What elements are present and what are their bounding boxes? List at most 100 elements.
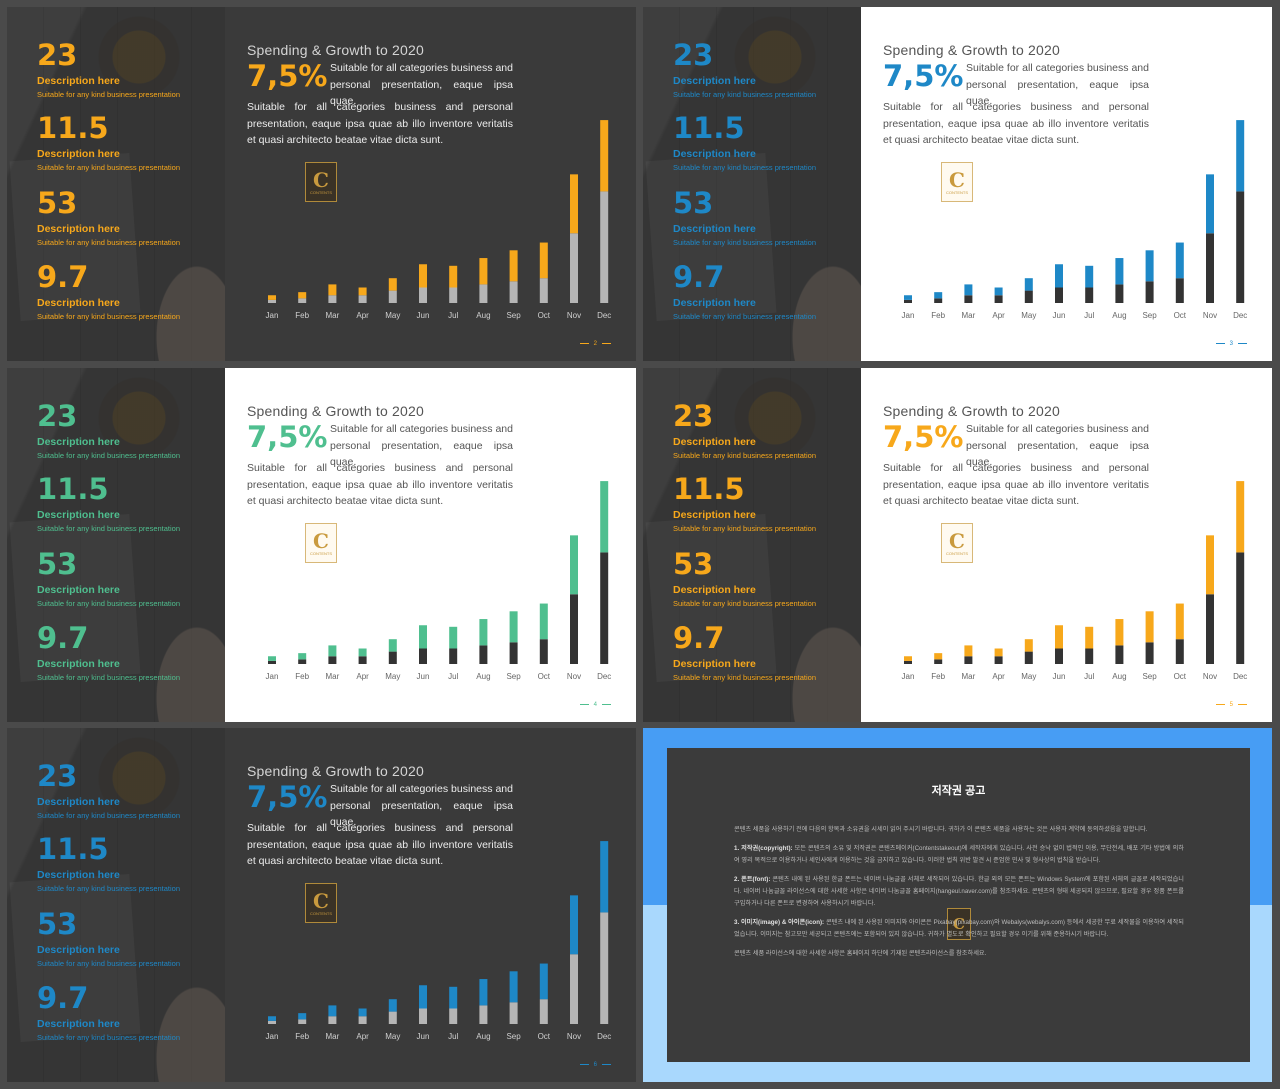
bar-base-nov (570, 233, 578, 303)
x-tick-label: Oct (1174, 311, 1187, 320)
bar-chart: Jan Feb Mar Apr May Jun Jul Aug Sep Oct Nov Dec (266, 841, 611, 1041)
stat-block: 11.5 Description here Suitable for any kin… (37, 833, 180, 894)
bar-growth-sep (509, 971, 518, 1003)
stat-description: Description here (673, 223, 756, 235)
bar-growth-jan (904, 656, 912, 661)
stat-number: 23 (37, 38, 78, 72)
x-tick-label: Jan (266, 311, 279, 320)
x-tick-label: Aug (1112, 311, 1126, 320)
x-tick-label: Dec (1233, 672, 1247, 681)
content-panel: Spending & Growth to 2020 7,5% Suitable fo… (861, 7, 1272, 361)
bar-growth-mar (964, 645, 973, 657)
bar-base-oct (539, 278, 548, 303)
page-dash-left (579, 1063, 589, 1065)
bar-growth-aug (1115, 619, 1124, 646)
notice-copyright-text: 모든 콘텐츠의 소유 및 저작권은 콘텐츠메이커(Contentstakeout… (734, 845, 1184, 864)
x-tick-label: Aug (476, 311, 490, 320)
x-tick-label: Aug (1112, 672, 1126, 681)
stat-block: 9.7 Description here Suitable for any kind… (37, 982, 180, 1043)
bar-base-mar (964, 656, 973, 664)
bar-growth-jun (1055, 264, 1063, 288)
bar-base-dec (600, 552, 609, 664)
stat-description: Description here (673, 75, 756, 87)
stat-number: 11.5 (673, 111, 745, 145)
bar-base-oct (1175, 639, 1184, 664)
x-tick-label: Mar (326, 672, 340, 681)
bar-base-aug (479, 1005, 488, 1024)
stat-subtext: Suitable for any kind business presentat… (37, 238, 181, 247)
stat-subtext: Suitable for any kind business presentat… (37, 524, 181, 533)
stat-description: Description here (37, 1018, 120, 1030)
bar-growth-jul (1085, 265, 1094, 288)
photo-panel: 23 Description here Suitable for any kind … (643, 7, 861, 361)
stat-block: 53 Description here Suitable for any kind … (673, 187, 816, 248)
bar-growth-jul (449, 626, 458, 649)
slide-3[interactable]: 23 Description here Suitable for any kind … (643, 7, 1272, 361)
x-tick-label: Nov (1203, 672, 1217, 681)
bar-base-jun (419, 648, 427, 664)
x-tick-label: Jul (1084, 672, 1094, 681)
bar-base-jan (904, 299, 912, 303)
slide-2[interactable]: 23 Description here Suitable for any kind … (7, 7, 636, 361)
photo-panel: 23 Description here Suitable for any kind … (643, 368, 861, 722)
bar-growth-jan (904, 295, 912, 300)
bar-base-aug (1115, 645, 1124, 664)
bar-growth-nov (1206, 174, 1214, 234)
stat-subtext: Suitable for any kind business presentat… (673, 312, 817, 321)
contents-logo: C CONTENTS (305, 162, 337, 202)
stat-number: 11.5 (37, 472, 109, 506)
stat-description: Description here (673, 584, 756, 596)
page-dash-left (579, 342, 589, 344)
page-dash-right (1238, 703, 1247, 705)
bar-base-nov (570, 594, 578, 664)
bar-base-oct (539, 999, 548, 1024)
stat-number: 23 (37, 399, 78, 433)
stat-block: 9.7 Description here Suitable for any kind… (37, 622, 180, 683)
x-tick-label: Dec (1233, 311, 1247, 320)
slide-4[interactable]: 23 Description here Suitable for any kind … (7, 368, 636, 722)
bar-growth-may (388, 278, 397, 291)
page-dash-right (1238, 342, 1247, 344)
bar-growth-aug (1115, 258, 1124, 285)
body-paragraph: Suitable for all categories business and… (883, 462, 1149, 507)
notice-image-text: 콘텐츠 내에 된 사용된 이미지와 아이콘은 Pixabay(pixabay.c… (734, 919, 1184, 938)
stat-description: Description here (673, 148, 756, 160)
bar-growth-oct (1175, 603, 1184, 640)
bar-base-jun (1055, 648, 1063, 664)
content-panel: Spending & Growth to 2020 7,5% Suitable fo… (225, 7, 636, 361)
logo-text: CONTENTS (946, 189, 968, 195)
copyright-notice-slide[interactable]: 저작권 공고 C 콘텐츠 세품을 사용하기 전에 다음의 항목과 소유권을 시세… (643, 728, 1272, 1082)
stat-subtext: Suitable for any kind business presentat… (673, 163, 817, 172)
stat-block: 23 Description here Suitable for any kind … (37, 400, 180, 461)
slide-6[interactable]: 23 Description here Suitable for any kind … (7, 728, 636, 1082)
bar-base-feb (298, 659, 307, 664)
bar-growth-mar (328, 645, 337, 657)
slide-5[interactable]: 23 Description here Suitable for any kind … (643, 368, 1272, 722)
stat-description: Description here (37, 944, 120, 956)
x-tick-label: Feb (295, 672, 309, 681)
bar-growth-sep (1145, 250, 1154, 282)
stat-subtext: Suitable for any kind business presentat… (673, 451, 817, 460)
x-tick-label: Feb (931, 311, 945, 320)
stat-description: Description here (37, 297, 120, 309)
bar-growth-jun (419, 985, 427, 1009)
growth-figure: 7,5% (247, 59, 328, 93)
contents-logo: C CONTENTS (941, 162, 973, 202)
content-panel: Spending & Growth to 2020 7,5% Suitable fo… (225, 728, 636, 1082)
x-tick-label: Sep (506, 1032, 521, 1041)
body-paragraph: Suitable for all categories business and… (883, 101, 1149, 146)
bar-growth-dec (1236, 120, 1245, 192)
stat-description: Description here (37, 796, 120, 808)
photo-panel: 23 Description here Suitable for any kind … (7, 7, 225, 361)
bar-base-may (1024, 651, 1033, 664)
bar-growth-oct (539, 242, 548, 279)
contents-logo: C CONTENTS (305, 883, 337, 923)
x-tick-label: Jun (417, 311, 430, 320)
bar-growth-jul (449, 986, 458, 1009)
photo-panel: 23 Description here Suitable for any kind … (7, 368, 225, 722)
bar-base-dec (1236, 191, 1245, 303)
notice-image-head: 3. 이미지(image) & 아이콘(icon): (734, 919, 825, 926)
stat-subtext: Suitable for any kind business presentat… (37, 1033, 181, 1042)
x-tick-label: Sep (506, 672, 521, 681)
bar-base-sep (1145, 642, 1154, 664)
